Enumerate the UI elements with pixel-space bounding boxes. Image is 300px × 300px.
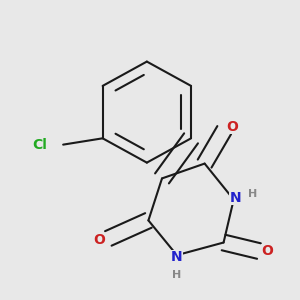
Text: O: O: [261, 244, 273, 258]
Text: O: O: [93, 233, 105, 247]
Text: H: H: [172, 270, 182, 280]
Text: H: H: [248, 189, 257, 199]
Text: Cl: Cl: [32, 138, 47, 152]
Text: O: O: [226, 120, 238, 134]
Text: N: N: [230, 191, 241, 205]
Text: N: N: [171, 250, 183, 264]
